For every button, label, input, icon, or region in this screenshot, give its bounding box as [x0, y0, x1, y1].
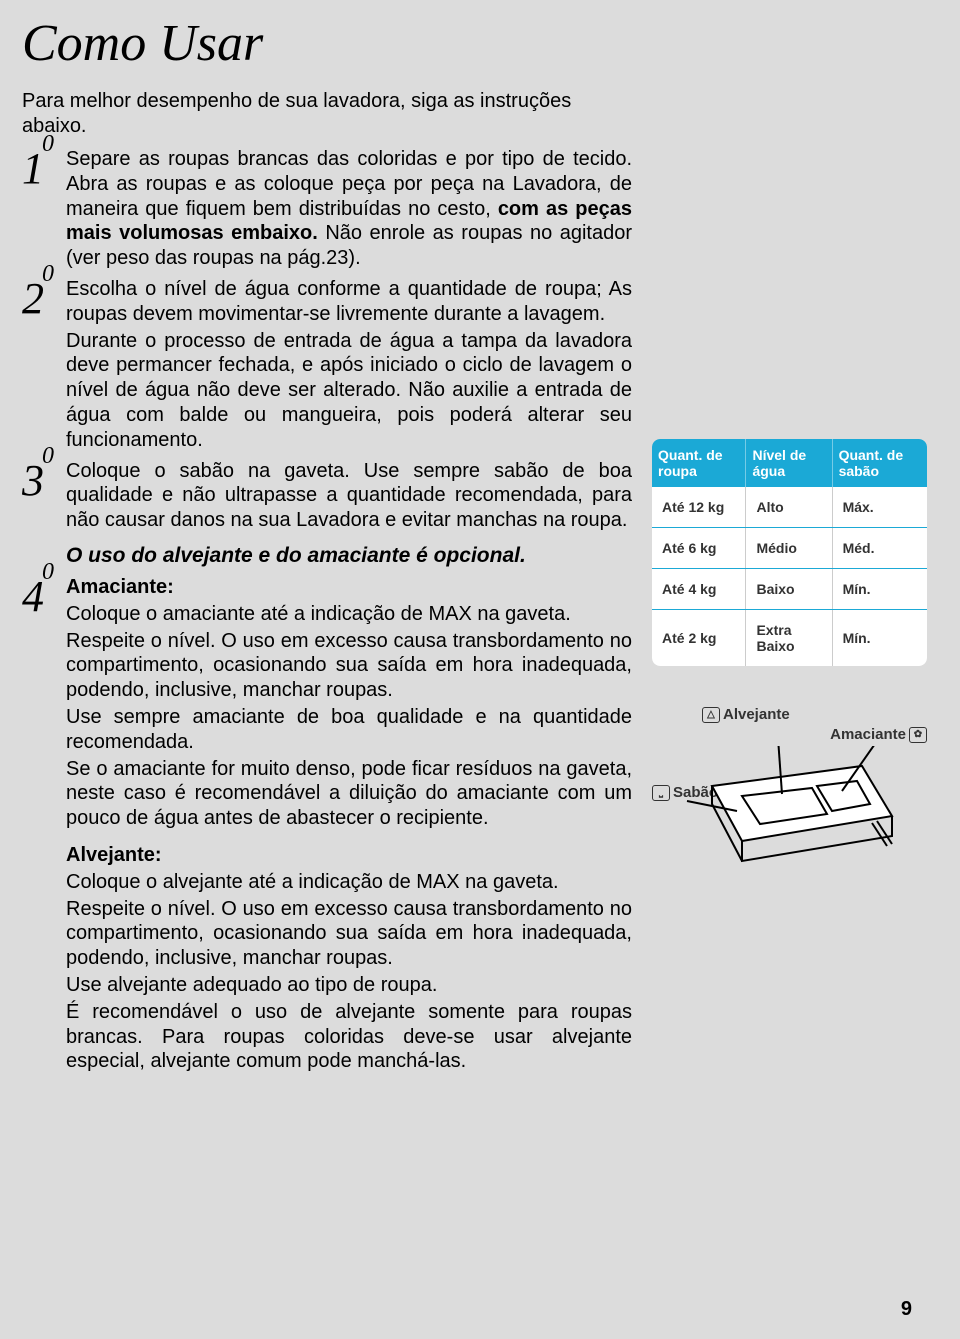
step-number-4: 40 — [22, 577, 62, 617]
cell: Baixo — [746, 569, 832, 610]
cell: Máx. — [832, 487, 927, 528]
main-content: Para melhor desempenho de sua lavadora, … — [22, 89, 632, 1080]
amaciante-heading: Amaciante: — [66, 575, 632, 600]
drawer-diagram: △ Alvejante Amaciante ✿ ⎵ Sabão — [652, 706, 927, 906]
alvejante-p4: É recomendável o uso de alvejante soment… — [66, 1000, 632, 1074]
amaciante-p4: Se o amaciante for muito denso, pode fic… — [66, 757, 632, 831]
step-number-2: 20 — [22, 279, 62, 319]
cell: Extra Baixo — [746, 610, 832, 667]
cell: Até 2 kg — [652, 610, 746, 667]
dosage-table: Quant. de roupa Nível de água Quant. de … — [652, 439, 927, 666]
table-row: Até 12 kg Alto Máx. — [652, 487, 927, 528]
cell: Até 6 kg — [652, 528, 746, 569]
table-row: Até 4 kg Baixo Mín. — [652, 569, 927, 610]
alvejante-p1: Coloque o alvejante até a indicação de M… — [66, 870, 632, 895]
alvejante-icon: △ — [702, 707, 720, 723]
drawer-icon — [682, 746, 902, 896]
amaciante-p3: Use sempre amaciante de boa qualidade e … — [66, 705, 632, 755]
page-number: 9 — [901, 1298, 912, 1321]
table-header-row: Quant. de roupa Nível de água Quant. de … — [652, 439, 927, 487]
cell: Mín. — [832, 610, 927, 667]
label-amaciante: Amaciante ✿ — [830, 726, 927, 743]
alvejante-p3: Use alvejante adequado ao tipo de roupa. — [66, 973, 632, 998]
th-roupa: Quant. de roupa — [652, 439, 746, 487]
step-3-text: Coloque o sabão na gaveta. Use sempre sa… — [66, 459, 632, 533]
cell: Até 12 kg — [652, 487, 746, 528]
table-row: Até 2 kg Extra Baixo Mín. — [652, 610, 927, 667]
amaciante-p2: Respeite o nível. O uso em excesso causa… — [66, 629, 632, 703]
amaciante-icon: ✿ — [909, 727, 927, 743]
step-number-1: 10 — [22, 149, 62, 189]
table-row: Até 6 kg Médio Méd. — [652, 528, 927, 569]
alvejante-heading: Alvejante: — [66, 843, 632, 868]
page-title: Como Usar — [22, 14, 930, 73]
step-2-text-1: Escolha o nível de água conforme a quant… — [66, 277, 632, 327]
cell: Alto — [746, 487, 832, 528]
cell: Mín. — [832, 569, 927, 610]
dosage-table-wrap: Quant. de roupa Nível de água Quant. de … — [652, 439, 927, 666]
step-number-3: 30 — [22, 461, 62, 501]
step-3: 30 Coloque o sabão na gaveta. Use sempre… — [22, 459, 632, 571]
step-1-text: Separe as roupas brancas das coloridas e… — [66, 147, 632, 271]
sidebar: Quant. de roupa Nível de água Quant. de … — [652, 89, 927, 1080]
cell: Médio — [746, 528, 832, 569]
label-alvejante: △ Alvejante — [702, 706, 790, 723]
sabao-icon: ⎵ — [652, 785, 670, 801]
step-2: 20 Escolha o nível de água conforme a qu… — [22, 277, 632, 455]
step-4: 40 Amaciante: Coloque o amaciante até a … — [22, 575, 632, 1076]
intro-text: Para melhor desempenho de sua lavadora, … — [22, 89, 632, 139]
step-1: 10 Separe as roupas brancas das colorida… — [22, 147, 632, 273]
amaciante-p1: Coloque o amaciante até a indicação de M… — [66, 602, 632, 627]
th-sabao: Quant. de sabão — [832, 439, 927, 487]
th-agua: Nível de água — [746, 439, 832, 487]
step-2-text-2: Durante o processo de entrada de água a … — [66, 329, 632, 453]
optional-note: O uso do alvejante e do amaciante é opci… — [66, 543, 632, 569]
alvejante-p2: Respeite o nível. O uso em excesso causa… — [66, 897, 632, 971]
cell: Até 4 kg — [652, 569, 746, 610]
cell: Méd. — [832, 528, 927, 569]
